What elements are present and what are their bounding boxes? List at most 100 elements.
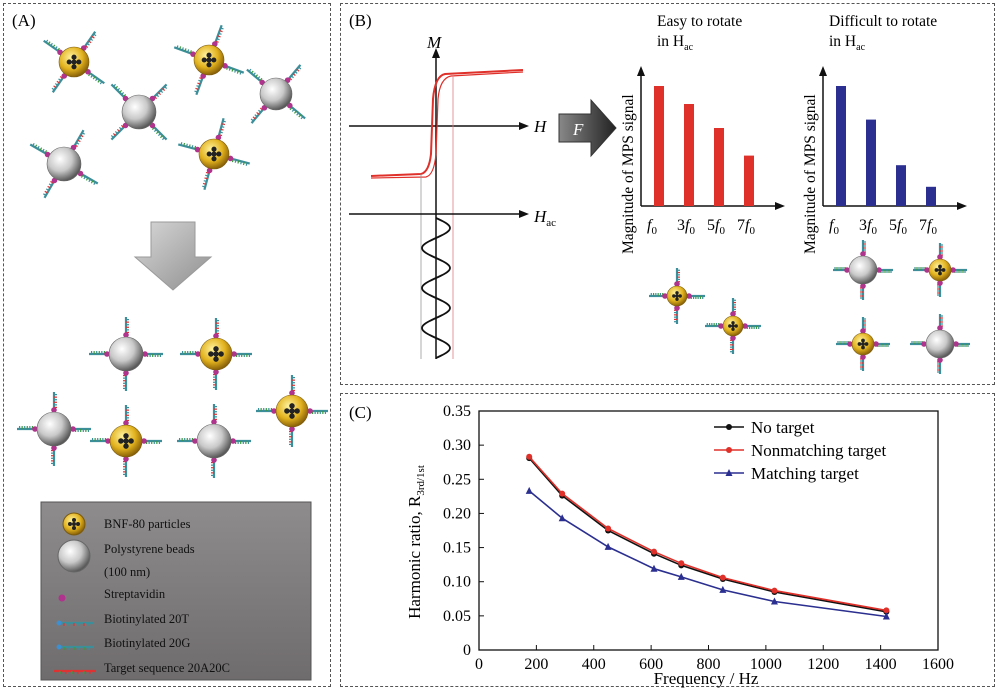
- legend-bnf-label: BNF-80 particles: [104, 517, 191, 531]
- data-point-matching-target: [882, 612, 890, 620]
- m-axis-arrow-icon: [432, 48, 440, 58]
- legend-target-icon: [54, 669, 96, 674]
- difficult-ylabel: Magnitude of MPS signal: [802, 94, 819, 254]
- polystyrene-bead: [17, 392, 91, 466]
- x-tick-label: 1200: [807, 656, 839, 673]
- data-point-matching-target: [558, 514, 566, 522]
- difficult-tick-f0: f0: [829, 217, 839, 237]
- bnf-particle: [705, 298, 761, 354]
- data-point-matching-target: [677, 572, 685, 580]
- difficult-tick-7f0: 7f0: [919, 217, 937, 237]
- panel-a-legend: BNF-80 particles Polystyrene beads (100 …: [40, 501, 312, 681]
- data-point-nonmatching-target: [605, 525, 612, 532]
- data-point-nonmatching-target: [883, 607, 890, 614]
- legend-ps-size-label: (100 nm): [104, 565, 150, 579]
- panel-a-figure: (A) BNF-80 particles Polystyrene beads (…: [12, 11, 328, 681]
- panel-c: (C) 0 200 400 600 800 1000 1200 1400 1600 0 0.05 0.…: [340, 393, 995, 688]
- x-axis-label: Frequency / Hz: [654, 669, 759, 688]
- easy-y-arrow-icon: [637, 66, 645, 76]
- hysteresis-plot: M H Hac: [349, 33, 556, 359]
- legend-marker-nonmatching-target: [726, 447, 732, 453]
- difficult-x-arrow-icon: [957, 202, 967, 210]
- bnf-particle: [256, 375, 328, 447]
- data-point-nonmatching-target: [771, 587, 778, 594]
- easy-bar-f0: [654, 86, 664, 206]
- difficult-tick-5f0: 5f0: [889, 217, 907, 237]
- y-tick-label: 0: [463, 642, 471, 659]
- hysteresis-curve-up: [370, 69, 524, 177]
- data-point-matching-target: [770, 597, 778, 605]
- hac-axis-label: Hac: [533, 207, 556, 229]
- data-point-matching-target: [604, 542, 612, 550]
- bnf-particle: [173, 24, 245, 96]
- fourier-arrow-icon: F: [558, 98, 617, 158]
- difficult-title-line2: in Hac: [829, 33, 866, 53]
- panel-a-label: (A): [12, 11, 36, 30]
- legend-target-label: Target sequence 20A20C: [104, 661, 230, 675]
- legend-label-no-target: No target: [751, 418, 815, 437]
- legend-bnf-icon: [62, 512, 86, 536]
- easy-tick-5f0: 5f0: [707, 217, 725, 237]
- legend-marker-no-target: [726, 424, 732, 430]
- x-tick-label: 200: [524, 656, 548, 673]
- legend-ps-icon: [57, 539, 91, 573]
- polystyrene-bead: [29, 129, 99, 199]
- difficult-tick-3f0: 3f0: [859, 217, 877, 237]
- x-tick-label: 400: [582, 656, 606, 673]
- legend-ps-label: Polystyrene beads: [104, 542, 195, 556]
- y-tick-label: 0.20: [443, 505, 471, 522]
- m-axis-label: M: [426, 33, 442, 52]
- data-point-matching-target: [525, 486, 533, 494]
- difficult-bar-3f0: [866, 119, 876, 206]
- bnf-particle: [913, 243, 967, 297]
- polystyrene-bead: [246, 64, 306, 124]
- x-tick-label: 1000: [750, 656, 782, 673]
- legend-label-nonmatching-target: Nonmatching target: [751, 441, 886, 460]
- easy-rotate-chart: Easy to rotate in Hac Magnitude of MPS s…: [620, 13, 785, 254]
- fourier-arrow-label: F: [572, 120, 584, 139]
- legend-b20t-icon: [56, 620, 94, 626]
- difficult-title-line1: Difficult to rotate: [829, 13, 937, 30]
- harmonic-ratio-chart: (C) 0 200 400 600 800 1000 1200 1400 1600 0 0.05 0.…: [349, 403, 954, 688]
- polystyrene-bead: [89, 317, 163, 391]
- data-point-matching-target: [719, 585, 727, 593]
- h-axis-arrow-icon: [519, 122, 529, 130]
- polystyrene-bead: [110, 83, 168, 141]
- y-tick-label: 0.35: [443, 403, 471, 420]
- bnf-particle: [649, 268, 705, 324]
- down-arrow-icon: [133, 221, 213, 291]
- difficult-bar-f0: [836, 86, 846, 206]
- legend-b20g-label: Biotinylated 20G: [104, 636, 190, 650]
- hysteresis-curve-down: [370, 71, 524, 179]
- legend-marker-matching-target: [725, 469, 733, 476]
- x-tick-label: 0: [475, 656, 483, 673]
- legend-b20t-label: Biotinylated 20T: [104, 612, 189, 626]
- y-tick-label: 0.25: [443, 471, 471, 488]
- x-tick-label: 600: [639, 656, 663, 673]
- bnf-particle: [836, 317, 890, 371]
- polystyrene-bead: [177, 404, 251, 478]
- easy-bar-5f0: [714, 128, 724, 206]
- panel-b: (B) M H Hac F Easy to rotate in Hac: [340, 3, 995, 385]
- panel-a: (A) BNF-80 particles Polystyrene beads (…: [3, 3, 331, 687]
- y-tick-label: 0.05: [443, 608, 471, 625]
- easy-tick-7f0: 7f0: [737, 217, 755, 237]
- series-line-nonmatching-target: [528, 456, 887, 612]
- easy-bar-7f0: [744, 155, 754, 206]
- x-tick-label: 1600: [922, 656, 954, 673]
- y-tick-label: 0.10: [443, 574, 471, 591]
- panel-c-label: (C): [349, 403, 372, 422]
- legend-label-matching-target: Matching target: [751, 464, 859, 483]
- h-axis-label: H: [533, 117, 548, 136]
- bnf-particle: [180, 318, 252, 390]
- panel-b-figure: (B) M H Hac F Easy to rotate in Hac: [349, 11, 970, 374]
- difficult-bar-5f0: [896, 165, 906, 206]
- easy-tick-3f0: 3f0: [677, 217, 695, 237]
- data-point-nonmatching-target: [719, 574, 726, 581]
- y-tick-label: 0.30: [443, 437, 471, 454]
- data-point-nonmatching-target: [526, 453, 533, 460]
- panel-b-label: (B): [349, 11, 372, 30]
- legend-b20g-icon: [56, 644, 94, 650]
- series-line-matching-target: [528, 490, 887, 618]
- difficult-y-arrow-icon: [819, 66, 827, 76]
